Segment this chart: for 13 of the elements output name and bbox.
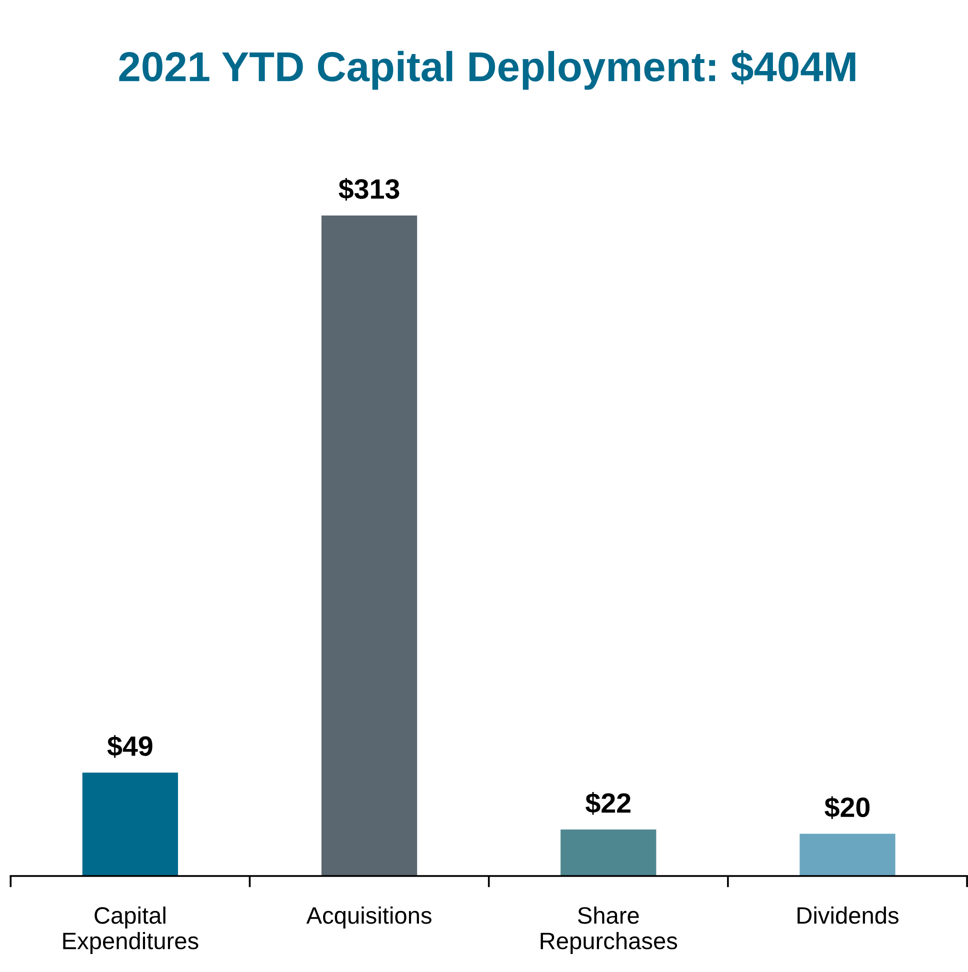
bar [560, 830, 656, 876]
data-label: $313 [338, 178, 400, 201]
bar [82, 772, 178, 876]
x-tick-label: Capital Expenditures [63, 906, 198, 954]
data-label: $22 [586, 792, 630, 815]
x-tick-label: Share Repurchases [540, 906, 678, 954]
data-label: $49 [107, 735, 152, 758]
data-label: $20 [824, 796, 870, 819]
bar [800, 834, 896, 876]
chart-title: 2021 YTD Capital Deployment: $404M [119, 50, 856, 90]
x-tick-label: Acquisitions [306, 906, 432, 929]
x-tick-label: Dividends [798, 906, 898, 924]
bar [321, 215, 418, 876]
